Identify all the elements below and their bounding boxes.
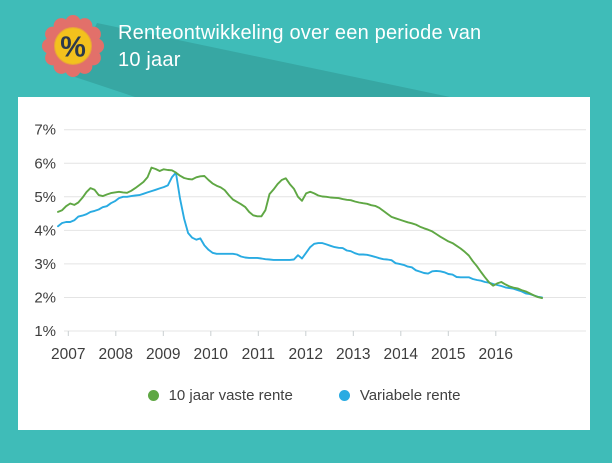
x-axis-label: 2010 [194,346,229,363]
x-axis-label: 2016 [479,346,513,363]
x-axis-label: 2008 [99,346,133,363]
legend-dot-green [147,390,159,401]
legend-item-variabele-rente: Variabele rente [338,387,461,404]
series-line-10-jaar-vaste-rente [57,166,543,300]
x-axis-label: 2014 [384,346,419,363]
y-axis-label: 6% [34,155,56,172]
title-line-1: Renteontwikkeling over een periode van [118,22,482,44]
x-axis-label: 2009 [146,346,180,363]
x-axis-label: 2007 [51,346,85,363]
y-axis-label: 3% [34,256,56,273]
legend-label-vaste-rente: 10 jaar vaste rente [168,387,293,404]
y-axis-label: 1% [34,323,56,340]
legend-item-vaste-rente: 10 jaar vaste rente [147,387,293,404]
x-axis-label: 2013 [336,346,370,363]
y-axis-label: 7% [34,122,56,139]
percent-badge-icon: % [41,14,105,78]
y-axis-label: 2% [34,289,56,306]
legend-label-variabele-rente: Variabele rente [359,387,461,404]
x-axis-label: 2011 [242,346,275,363]
y-axis-label: 4% [34,222,56,239]
x-axis-label: 2012 [289,346,323,363]
series-line-variabele-rente [57,171,543,299]
badge-long-shadow [72,23,450,97]
legend-dot-blue [338,390,350,401]
x-axis-label: 2015 [431,346,465,363]
rate-line-chart: 1% 2% 3% 4% 5% 6% 7% 2007 2008 2009 2010 2011 2012 20… [34,122,586,363]
percent-icon: % [60,31,86,63]
y-axis-label: 5% [34,189,56,206]
title-line-2: 10 jaar [118,49,181,71]
chart-legend: 10 jaar vaste rente Variabele rente [18,387,590,404]
badge-inner-circle [54,27,92,65]
page-title: Renteontwikkeling over een periode van 1… [118,20,481,74]
header: % Renteontwikkeling over een periode van… [0,0,612,97]
long-shadow-shape [72,23,450,97]
chart-card: 1% 2% 3% 4% 5% 6% 7% 2007 2008 2009 2010 2011 2012 20… [18,97,590,430]
